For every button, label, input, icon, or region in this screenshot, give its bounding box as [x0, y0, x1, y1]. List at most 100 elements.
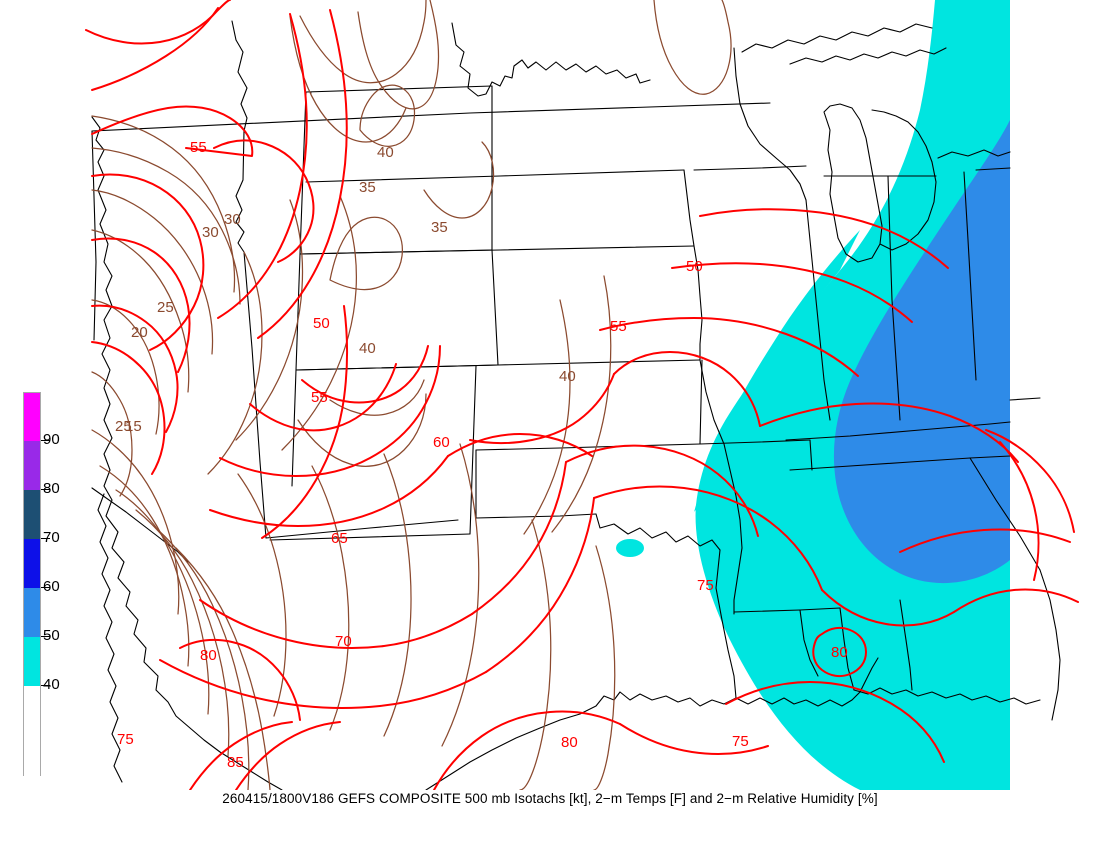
- colorbar-tick-90: [41, 440, 50, 441]
- temp-contour-40a: [299, 0, 427, 84]
- relative-humidity-colorbar[interactable]: 90 80 70 60 50 40: [18, 388, 78, 783]
- isotach-label: 85: [227, 754, 244, 771]
- temp-contour-central-2: [311, 465, 350, 731]
- isotach-label: 75: [732, 733, 749, 750]
- state-la-tx: [733, 675, 737, 699]
- isotach-65: [209, 455, 449, 527]
- rh-shading-layer: [616, 0, 1010, 790]
- isotach-80-gulf: [433, 710, 621, 790]
- coast-pacific: [91, 116, 283, 790]
- state-atlantic-coast: [1039, 569, 1061, 721]
- temp-contour-trough-1: [329, 216, 404, 291]
- isotach-fl: [999, 441, 1040, 581]
- isotach-80-sw: [179, 639, 301, 721]
- state-michigan-lower: [871, 109, 937, 251]
- isotach-mid-2: [91, 304, 179, 433]
- isotach-85: [189, 721, 293, 790]
- isotach-label: 60: [433, 434, 450, 451]
- isotach-60-east: [613, 351, 761, 427]
- temp-contour-sw-3: [115, 489, 210, 715]
- isotach-60b: [469, 373, 615, 444]
- state-idaho-south: [235, 130, 245, 253]
- state-michigan-upper: [789, 47, 947, 65]
- temp-label: 35: [431, 219, 448, 236]
- isotach-label-group: 55 50 55 50 55 60 65 70 75 80 80 75 85 8…: [117, 139, 848, 771]
- temp-contour-20: [91, 299, 160, 435]
- lake-erie: [937, 149, 1011, 159]
- isotach-ne-1: [759, 402, 1019, 463]
- temp-contour-40b: [357, 0, 440, 110]
- isotach-50-ne: [671, 262, 913, 323]
- isotach-60: [219, 345, 441, 477]
- temp-label: 35: [359, 179, 376, 196]
- state-dakota-sd: [91, 130, 97, 341]
- temp-contour-east-1: [519, 519, 552, 790]
- colorbar-band-40-50: [24, 637, 40, 686]
- state-ar-ms: [799, 609, 819, 677]
- state-wi-il: [693, 165, 807, 171]
- isotach-70b: [471, 461, 567, 615]
- state-ar-tn: [809, 439, 813, 471]
- isotach-55-ne: [599, 317, 859, 377]
- state-nv-ut: [243, 251, 267, 539]
- isotach-top-1: [85, 0, 231, 45]
- state-ut-az: [265, 519, 459, 539]
- state-ne-ks-line: [295, 359, 701, 371]
- lake-superior-shore: [741, 23, 933, 53]
- temp-contour-big-1: [207, 251, 263, 475]
- temp-contour-big-2: [235, 199, 304, 441]
- colorbar-band-50-60: [24, 588, 40, 637]
- colorbar-band-70-80: [24, 490, 40, 539]
- isotach-atl: [985, 429, 1075, 533]
- isotach-mid-1: [91, 237, 191, 373]
- temp-contour-30a: [91, 115, 236, 293]
- isotach-75-mid2: [485, 497, 595, 673]
- temp-contour-east-2: [593, 545, 616, 790]
- isotach-label: 65: [331, 530, 348, 547]
- colorbar-tick-70: [41, 538, 50, 539]
- state-tx-east: [715, 549, 735, 677]
- state-ok-tx-border: [595, 513, 721, 551]
- isotach-50-west2: [257, 9, 348, 339]
- colorbar-label-90: 90: [43, 431, 60, 448]
- colorbar-tick-60: [41, 587, 50, 588]
- temp-label: 40: [359, 340, 376, 357]
- temperature-contour-layer: [91, 0, 732, 790]
- colorbar-label-70: 70: [43, 529, 60, 546]
- colorbar-tick-80: [41, 489, 50, 490]
- map-plot-area[interactable]: 55 50 55 50 55 60 65 70 75 80 80 75 85 8…: [0, 0, 1100, 790]
- map-canvas[interactable]: 55 50 55 50 55 60 65 70 75 80 80 75 85 8…: [0, 0, 1100, 790]
- isotach-label: 55: [190, 139, 207, 156]
- isotach-label: 75: [697, 577, 714, 594]
- isotach-75-gulf2: [619, 723, 769, 755]
- temp-contour-25a: [91, 189, 214, 355]
- temp-label: 40: [377, 144, 394, 161]
- rh-band-50-60: [833, 120, 1010, 584]
- state-al-ga: [899, 599, 913, 691]
- state-wisconsin: [733, 47, 807, 201]
- colorbar-label-60: 60: [43, 578, 60, 595]
- isotach-label: 55: [610, 318, 627, 335]
- state-co-box-right: [491, 249, 499, 366]
- temp-contour-40g: [551, 275, 612, 533]
- temp-contour-30b: [91, 147, 241, 305]
- isotach-80-la: [812, 626, 867, 678]
- temp-contour-sw-6: [175, 547, 271, 790]
- state-sd-ne-line: [299, 245, 695, 255]
- colorbar-band-60-70: [24, 539, 40, 588]
- isotach-75-gulf: [725, 681, 945, 763]
- isotach-label: 70: [335, 633, 352, 650]
- isotach-label: 80: [831, 644, 848, 661]
- state-tn-ky: [789, 455, 1011, 471]
- temp-contour-40c: [359, 84, 416, 147]
- colorbar-band-below40: [24, 686, 40, 777]
- state-wy-box-top: [305, 85, 493, 93]
- state-mo-ar: [699, 439, 811, 445]
- state-fl-panhandle: [853, 687, 1041, 705]
- state-il-in: [805, 199, 831, 421]
- temp-contour-35a: [289, 15, 407, 143]
- temp-label: 30: [202, 224, 219, 241]
- isotach-50-west: [217, 13, 308, 319]
- colorbar-label-80: 80: [43, 480, 60, 497]
